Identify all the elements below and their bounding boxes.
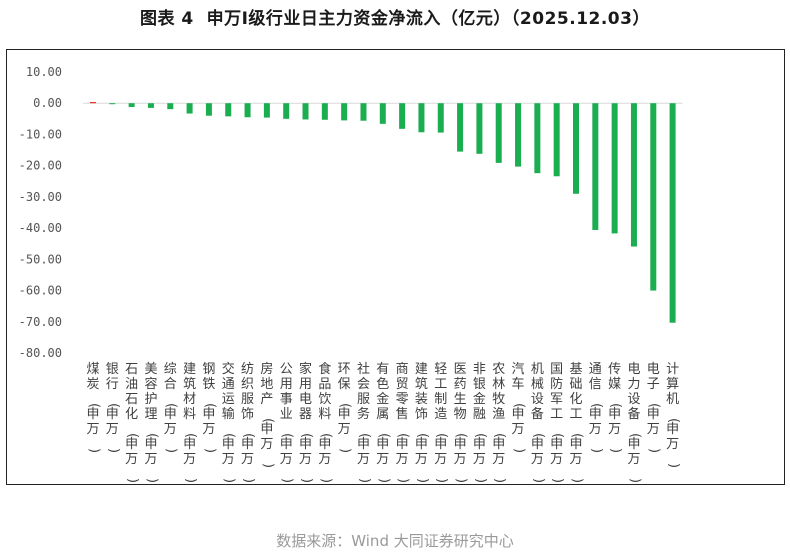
x-tick-label: 公用事业(申万) xyxy=(280,362,295,483)
bar xyxy=(263,103,270,118)
bar xyxy=(399,103,406,129)
bar xyxy=(283,103,290,119)
x-tick-label: 农林牧渔(申万) xyxy=(492,362,507,483)
x-tick-label: 商贸零售(申万) xyxy=(396,362,411,483)
x-tick-label: 通信(申万) xyxy=(589,362,604,453)
bar-series xyxy=(90,101,676,323)
x-tick-label: 综合(申万) xyxy=(164,362,179,453)
bar xyxy=(244,103,251,118)
bar xyxy=(147,103,154,108)
bar xyxy=(167,103,174,110)
y-tick-label: -70.00 xyxy=(19,315,62,329)
bar xyxy=(476,103,483,154)
x-tick-label: 石油石化(申万) xyxy=(125,362,140,483)
bar xyxy=(457,103,464,152)
y-tick-label: -30.00 xyxy=(19,190,62,204)
x-tick-label: 传媒(申万) xyxy=(608,362,623,453)
x-tick-label: 房地产(申万) xyxy=(260,361,275,468)
bar xyxy=(418,103,425,133)
y-tick-label: -40.00 xyxy=(19,221,62,235)
x-tick-label: 家用电器(申万) xyxy=(299,361,314,483)
figure-source: 数据来源：Wind 大同证券研究中心 xyxy=(276,532,514,550)
x-axis-labels: 煤炭(申万) 银行(申万) 石油石化(申万) 美容护理(申万) 综合(申万) 建筑材料(申… xyxy=(86,361,681,483)
bar xyxy=(341,103,348,121)
x-tick-label: 食品饮料(申万) xyxy=(318,361,333,483)
y-tick-label: -20.00 xyxy=(19,159,62,173)
y-tick-label: 10.00 xyxy=(26,65,62,79)
bar xyxy=(302,103,309,120)
bar xyxy=(669,103,676,323)
x-tick-label: 银行(申万) xyxy=(106,362,121,453)
y-tick-label: -50.00 xyxy=(19,252,62,266)
x-tick-label: 轻工制造(申万) xyxy=(434,362,449,483)
bar xyxy=(186,103,193,114)
x-tick-label: 社会服务(申万) xyxy=(357,361,372,483)
bar xyxy=(360,103,367,121)
bar xyxy=(437,103,444,133)
x-tick-label: 有色金属(申万) xyxy=(376,362,391,483)
bar xyxy=(515,103,522,167)
x-tick-label: 汽车(申万) xyxy=(512,362,527,453)
x-tick-label: 建筑材料(申万) xyxy=(183,362,198,483)
figure-title: 图表 4 申万Ⅰ级行业日主力资金净流入（亿元）（2025.12.03） xyxy=(140,9,650,29)
x-tick-label: 计算机(申万) xyxy=(666,362,681,468)
bar xyxy=(109,103,116,105)
bar xyxy=(225,103,232,117)
x-tick-label: 建筑装饰(申万) xyxy=(415,362,430,483)
bar xyxy=(592,103,599,230)
x-tick-label: 国防军工(申万) xyxy=(550,362,565,483)
bar xyxy=(379,103,386,124)
bar xyxy=(90,101,96,104)
x-tick-label: 交通运输(申万) xyxy=(222,361,237,483)
bar xyxy=(611,103,618,234)
bar xyxy=(573,103,579,194)
x-tick-label: 纺织服饰(申万) xyxy=(241,362,256,483)
y-tick-label: 0.00 xyxy=(33,96,62,110)
chart-frame: 10.00 0.00 -10.00 -20.00 -30.00 -40.00 -50.00 -… xyxy=(6,49,785,485)
x-tick-label: 机械设备(申万) xyxy=(531,362,546,483)
x-tick-label: 煤炭(申万) xyxy=(86,362,101,453)
x-tick-label: 电力设备(申万) xyxy=(627,362,642,483)
y-tick-label: -80.00 xyxy=(19,346,62,360)
x-tick-label: 非银金融(申万) xyxy=(473,362,488,483)
x-tick-label: 电子(申万) xyxy=(647,362,662,453)
bar xyxy=(495,103,502,163)
x-tick-label: 环保(申万) xyxy=(338,362,353,453)
y-tick-label: -10.00 xyxy=(19,127,62,141)
bar xyxy=(205,103,212,116)
x-tick-label: 钢铁(申万) xyxy=(202,362,217,453)
bar xyxy=(128,103,135,107)
bar xyxy=(534,103,541,174)
bar xyxy=(630,103,637,247)
bar xyxy=(650,103,657,291)
bar xyxy=(321,103,328,120)
x-tick-label: 基础化工(申万) xyxy=(569,362,584,483)
bar-chart: 10.00 0.00 -10.00 -20.00 -30.00 -40.00 -50.00 -… xyxy=(19,65,683,483)
x-tick-label: 美容护理(申万) xyxy=(144,362,159,483)
bar xyxy=(553,103,560,177)
y-tick-label: -60.00 xyxy=(19,284,62,298)
y-axis: 10.00 0.00 -10.00 -20.00 -30.00 -40.00 -50.00 -… xyxy=(19,65,62,360)
x-tick-label: 医药生物(申万) xyxy=(454,362,469,483)
